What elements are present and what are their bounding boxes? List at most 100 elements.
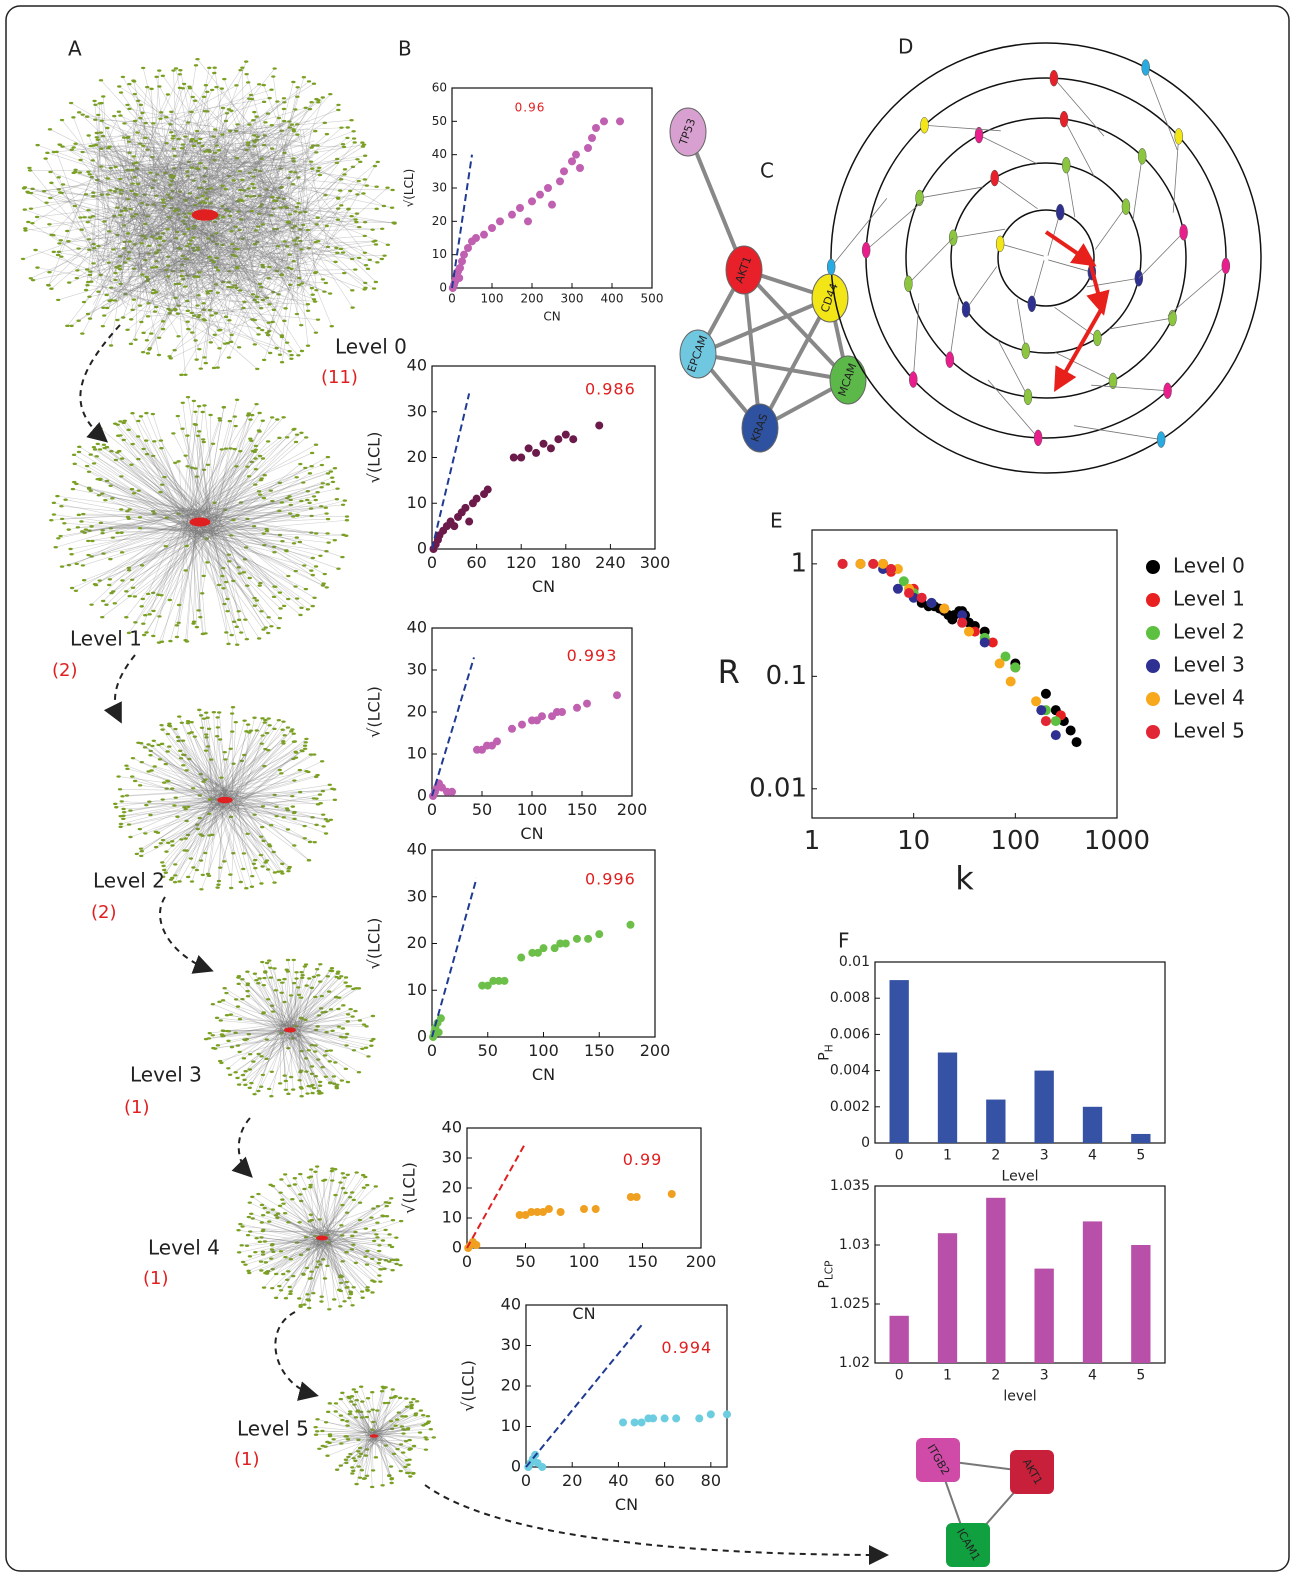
node bbox=[326, 541, 330, 543]
data-point bbox=[613, 691, 621, 699]
node bbox=[217, 1001, 221, 1003]
node bbox=[310, 287, 314, 289]
node bbox=[273, 586, 277, 588]
node bbox=[181, 402, 185, 404]
node bbox=[122, 422, 126, 424]
node bbox=[381, 1386, 385, 1388]
node bbox=[339, 126, 343, 128]
node bbox=[328, 292, 332, 294]
node bbox=[145, 86, 149, 88]
node bbox=[307, 1307, 311, 1309]
node bbox=[411, 1398, 415, 1400]
node bbox=[280, 872, 284, 874]
node bbox=[283, 1173, 287, 1175]
node bbox=[225, 1014, 229, 1016]
node bbox=[293, 1177, 297, 1179]
node bbox=[23, 208, 27, 210]
node bbox=[315, 1430, 319, 1432]
node bbox=[171, 432, 175, 434]
node bbox=[199, 888, 203, 890]
node bbox=[392, 222, 396, 224]
node bbox=[126, 516, 130, 518]
node bbox=[237, 1251, 241, 1253]
node bbox=[362, 1186, 366, 1188]
node bbox=[96, 443, 100, 445]
x-tick-label: 1 bbox=[804, 826, 821, 856]
node bbox=[307, 977, 311, 979]
node bbox=[67, 528, 71, 530]
node bbox=[252, 1093, 256, 1095]
level-count: (2) bbox=[52, 660, 78, 681]
node bbox=[279, 870, 283, 872]
node bbox=[104, 604, 108, 606]
node bbox=[337, 996, 341, 998]
node bbox=[168, 599, 172, 601]
node bbox=[119, 508, 123, 510]
node bbox=[194, 64, 198, 66]
node bbox=[286, 1093, 290, 1095]
data-point bbox=[573, 935, 581, 943]
node bbox=[257, 83, 261, 85]
node bbox=[218, 329, 222, 331]
node bbox=[277, 510, 281, 512]
data-point bbox=[524, 217, 532, 225]
node bbox=[381, 1239, 385, 1241]
node bbox=[226, 1067, 230, 1069]
node bbox=[112, 115, 116, 117]
node bbox=[348, 1008, 352, 1010]
node bbox=[168, 640, 172, 642]
node bbox=[310, 167, 314, 169]
node bbox=[204, 362, 208, 364]
node bbox=[415, 1400, 419, 1402]
node bbox=[28, 169, 32, 171]
node bbox=[190, 880, 194, 882]
node bbox=[232, 448, 236, 450]
panel-label: D bbox=[898, 35, 913, 59]
node bbox=[79, 520, 83, 522]
edge bbox=[831, 198, 887, 267]
data-point bbox=[560, 167, 568, 175]
node bbox=[252, 717, 256, 719]
node bbox=[205, 561, 209, 563]
node bbox=[258, 1241, 262, 1243]
node bbox=[186, 720, 190, 722]
y-tick-label: 0.01 bbox=[749, 773, 807, 803]
node bbox=[363, 252, 367, 254]
node bbox=[394, 1236, 398, 1238]
node bbox=[344, 1068, 348, 1070]
node bbox=[311, 605, 315, 607]
node bbox=[308, 841, 312, 843]
node bbox=[426, 1415, 430, 1417]
node bbox=[277, 1285, 281, 1287]
edge bbox=[1091, 385, 1167, 391]
node bbox=[292, 239, 296, 241]
node bbox=[255, 368, 259, 370]
node bbox=[79, 229, 83, 231]
node bbox=[233, 1071, 237, 1073]
node bbox=[279, 1289, 283, 1291]
node bbox=[133, 338, 137, 340]
node bbox=[135, 131, 139, 133]
node bbox=[335, 1469, 339, 1471]
x-tick-label: 150 bbox=[627, 1252, 658, 1271]
node bbox=[203, 632, 207, 634]
node bbox=[69, 325, 73, 327]
y-tick-label: 40 bbox=[501, 1295, 521, 1314]
node bbox=[373, 165, 377, 167]
node bbox=[220, 575, 224, 577]
edge bbox=[1048, 260, 1092, 272]
node bbox=[287, 867, 291, 869]
node bbox=[314, 565, 318, 567]
node bbox=[161, 75, 165, 77]
node bbox=[299, 607, 303, 609]
node bbox=[338, 189, 342, 191]
node bbox=[157, 85, 161, 87]
node bbox=[130, 412, 134, 414]
data-point bbox=[450, 522, 458, 530]
node bbox=[177, 604, 181, 606]
arrow bbox=[275, 1312, 315, 1395]
node bbox=[315, 1418, 319, 1420]
node bbox=[398, 1397, 402, 1399]
node bbox=[266, 616, 270, 618]
data-point bbox=[532, 449, 540, 457]
